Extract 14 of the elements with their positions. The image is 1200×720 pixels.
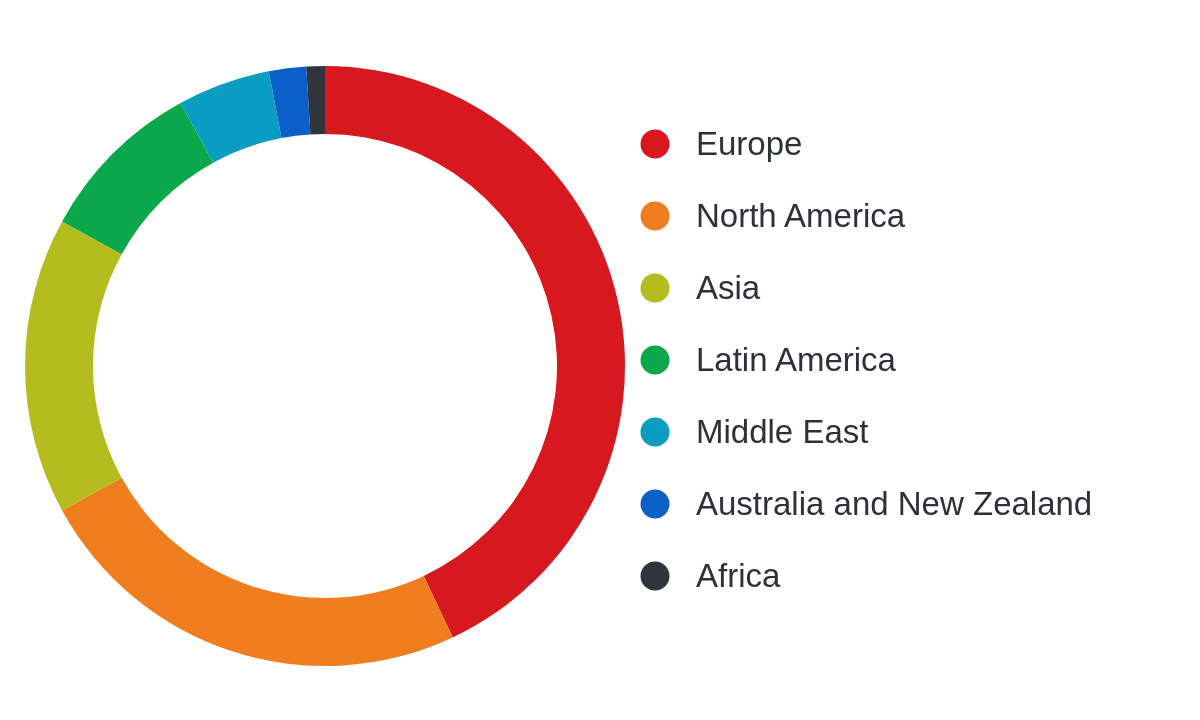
donut-slice — [25, 221, 122, 511]
legend-label: Asia — [696, 269, 761, 307]
donut-slice — [62, 477, 453, 666]
legend-label: Middle East — [696, 413, 869, 451]
legend-label: Europe — [696, 125, 803, 163]
legend-label: Africa — [696, 557, 781, 595]
legend-label: Latin America — [696, 341, 896, 379]
donut-slice — [325, 66, 625, 638]
donut-slice — [62, 103, 214, 255]
donut-slice — [180, 71, 282, 163]
legend-label: North America — [696, 197, 906, 235]
donut-slice — [268, 66, 311, 139]
legend-label: Australia and New Zealand — [696, 485, 1093, 523]
donut-slice — [306, 66, 325, 135]
